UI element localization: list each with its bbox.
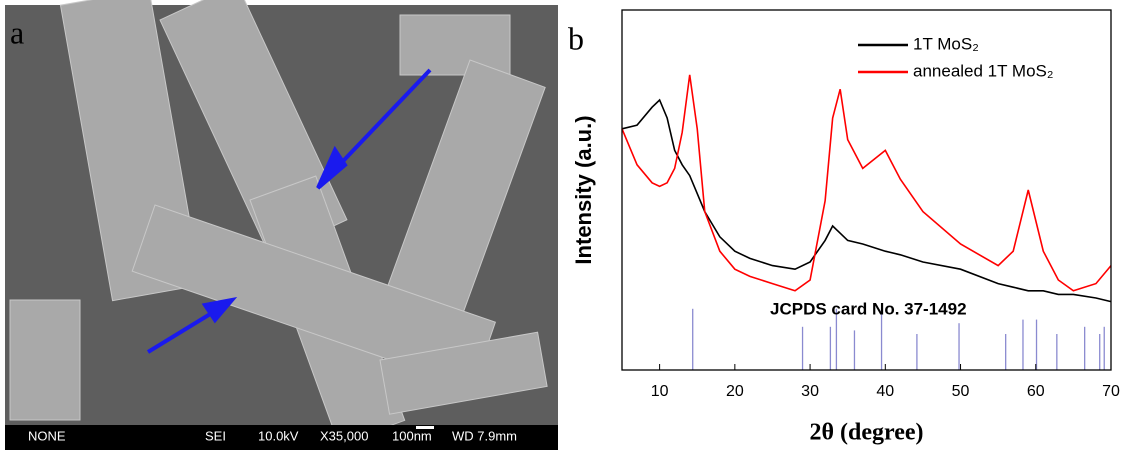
plot-frame xyxy=(621,9,1112,371)
x-axis-label: 2θ (degree) xyxy=(809,420,923,446)
rod xyxy=(399,14,511,76)
legend-label: annealed 1T MoS₂ xyxy=(913,61,1054,80)
x-tick-label: 30 xyxy=(801,383,819,400)
legend-label: 1T MoS₂ xyxy=(913,34,979,53)
scale-bar xyxy=(416,426,434,429)
x-tick-label: 10 xyxy=(651,383,669,400)
info-text: NONE xyxy=(28,428,66,443)
x-tick-label: 70 xyxy=(1102,383,1120,400)
info-text: 10.0kV xyxy=(258,428,299,443)
arrow-head xyxy=(316,145,348,190)
info-bar xyxy=(5,425,558,450)
info-text: WD 7.9mm xyxy=(452,428,517,443)
sem-image: NONE SEI 10.0kV X35,000 100nm WD 7.9mm a xyxy=(5,0,558,450)
rod xyxy=(9,299,81,421)
series-line xyxy=(621,74,1112,292)
x-tick-label: 40 xyxy=(876,383,894,400)
panel-label: a xyxy=(10,14,24,50)
arrow-head xyxy=(201,297,238,324)
series-line xyxy=(621,98,1112,303)
xrd-chart: 10 20 30 40 50 60 70 2θ (degree) Intensity (a.u.… xyxy=(571,9,1120,446)
panel-label: b xyxy=(568,20,584,56)
y-axis-label: Intensity (a.u.) xyxy=(571,115,596,264)
annotation: JCPDS card No. 37-1492 xyxy=(770,299,967,318)
x-tick-label: 20 xyxy=(726,383,744,400)
info-text: X35,000 xyxy=(320,428,368,443)
x-tick-label: 50 xyxy=(952,383,970,400)
x-tick-label: 60 xyxy=(1027,383,1045,400)
info-text: 100nm xyxy=(392,428,432,443)
rod xyxy=(379,331,548,415)
info-text: SEI xyxy=(205,428,226,443)
